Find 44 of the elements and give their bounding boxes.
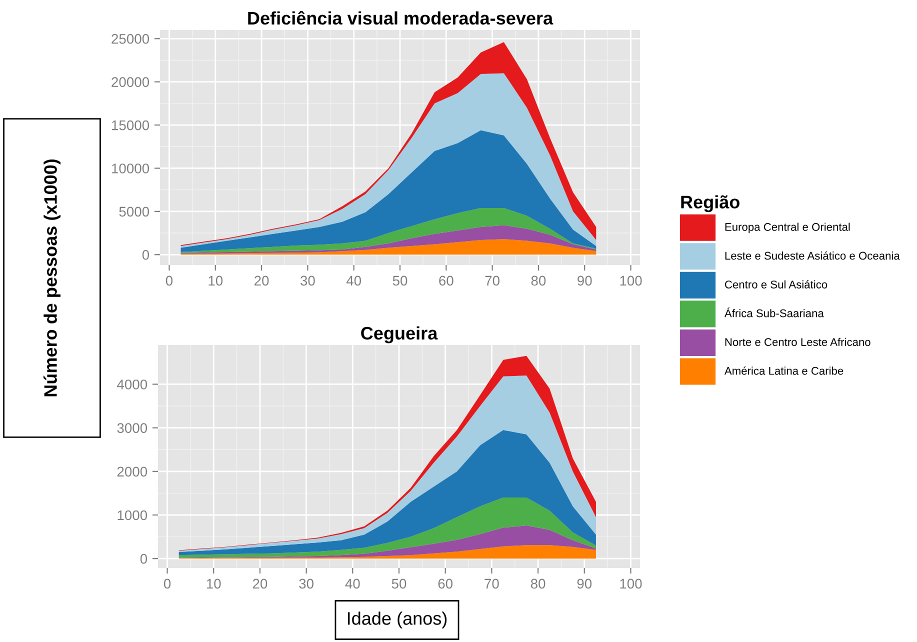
x-tick-label: 10 [206, 578, 221, 589]
x-tick-label: 50 [392, 578, 406, 589]
x-tick-label: 40 [346, 276, 362, 286]
chart-title: Cegueira [361, 326, 438, 344]
x-tick-label: 80 [531, 276, 546, 286]
x-tick-label: 90 [578, 276, 592, 286]
y-axis-title: Número de pessoas (x1000) [44, 159, 60, 396]
x-tick-label: 70 [485, 276, 500, 286]
legend-label: Norte e Centro Leste Africano [725, 338, 870, 346]
y-tick-label: 4000 [117, 380, 148, 390]
x-tick-label: 30 [299, 578, 314, 589]
x-tick-label: 60 [439, 276, 454, 286]
x-tick-label: 90 [577, 578, 592, 589]
x-tick-label: 100 [620, 276, 642, 286]
legend-label: Europa Central e Oriental [725, 222, 850, 234]
y-tick-label: 2000 [117, 466, 148, 477]
y-tick-label: 20000 [112, 77, 150, 88]
y-tick-label: 3000 [117, 423, 148, 433]
y-tick-label: 15000 [112, 120, 150, 130]
x-tick-label: 20 [254, 276, 269, 286]
x-tick-label: 60 [438, 578, 453, 589]
y-tick-label: 0 [140, 554, 148, 564]
x-tick-label: 40 [345, 578, 360, 589]
y-tick-label: 10000 [112, 164, 150, 174]
y-tick-label: 25000 [112, 34, 150, 44]
legend-label: América Latina e Caribe [724, 366, 844, 375]
legend-label: Centro e Sul Asiático [725, 280, 828, 288]
legend-label: Leste e Sudeste Asiático e Oceania [725, 251, 900, 260]
legend-title: Região [681, 195, 740, 212]
chart-title: Deficiência visual moderada-severa [248, 10, 554, 25]
x-tick-label: 20 [252, 578, 268, 589]
x-tick-label: 70 [484, 578, 499, 589]
x-tick-label: 0 [166, 276, 173, 286]
x-tick-label: 80 [530, 578, 546, 589]
x-axis-title: Idade (anos) [348, 612, 447, 628]
x-tick-label: 50 [392, 276, 408, 286]
y-tick-label: 0 [142, 250, 150, 260]
legend-label: África Sub-Saariana [724, 307, 824, 318]
x-tick-label: 30 [300, 276, 315, 286]
x-tick-label: 100 [620, 578, 642, 589]
y-tick-label: 5000 [119, 206, 150, 217]
y-tick-label: 1000 [118, 510, 148, 520]
x-tick-label: 0 [164, 578, 171, 589]
x-tick-label: 10 [208, 276, 223, 286]
